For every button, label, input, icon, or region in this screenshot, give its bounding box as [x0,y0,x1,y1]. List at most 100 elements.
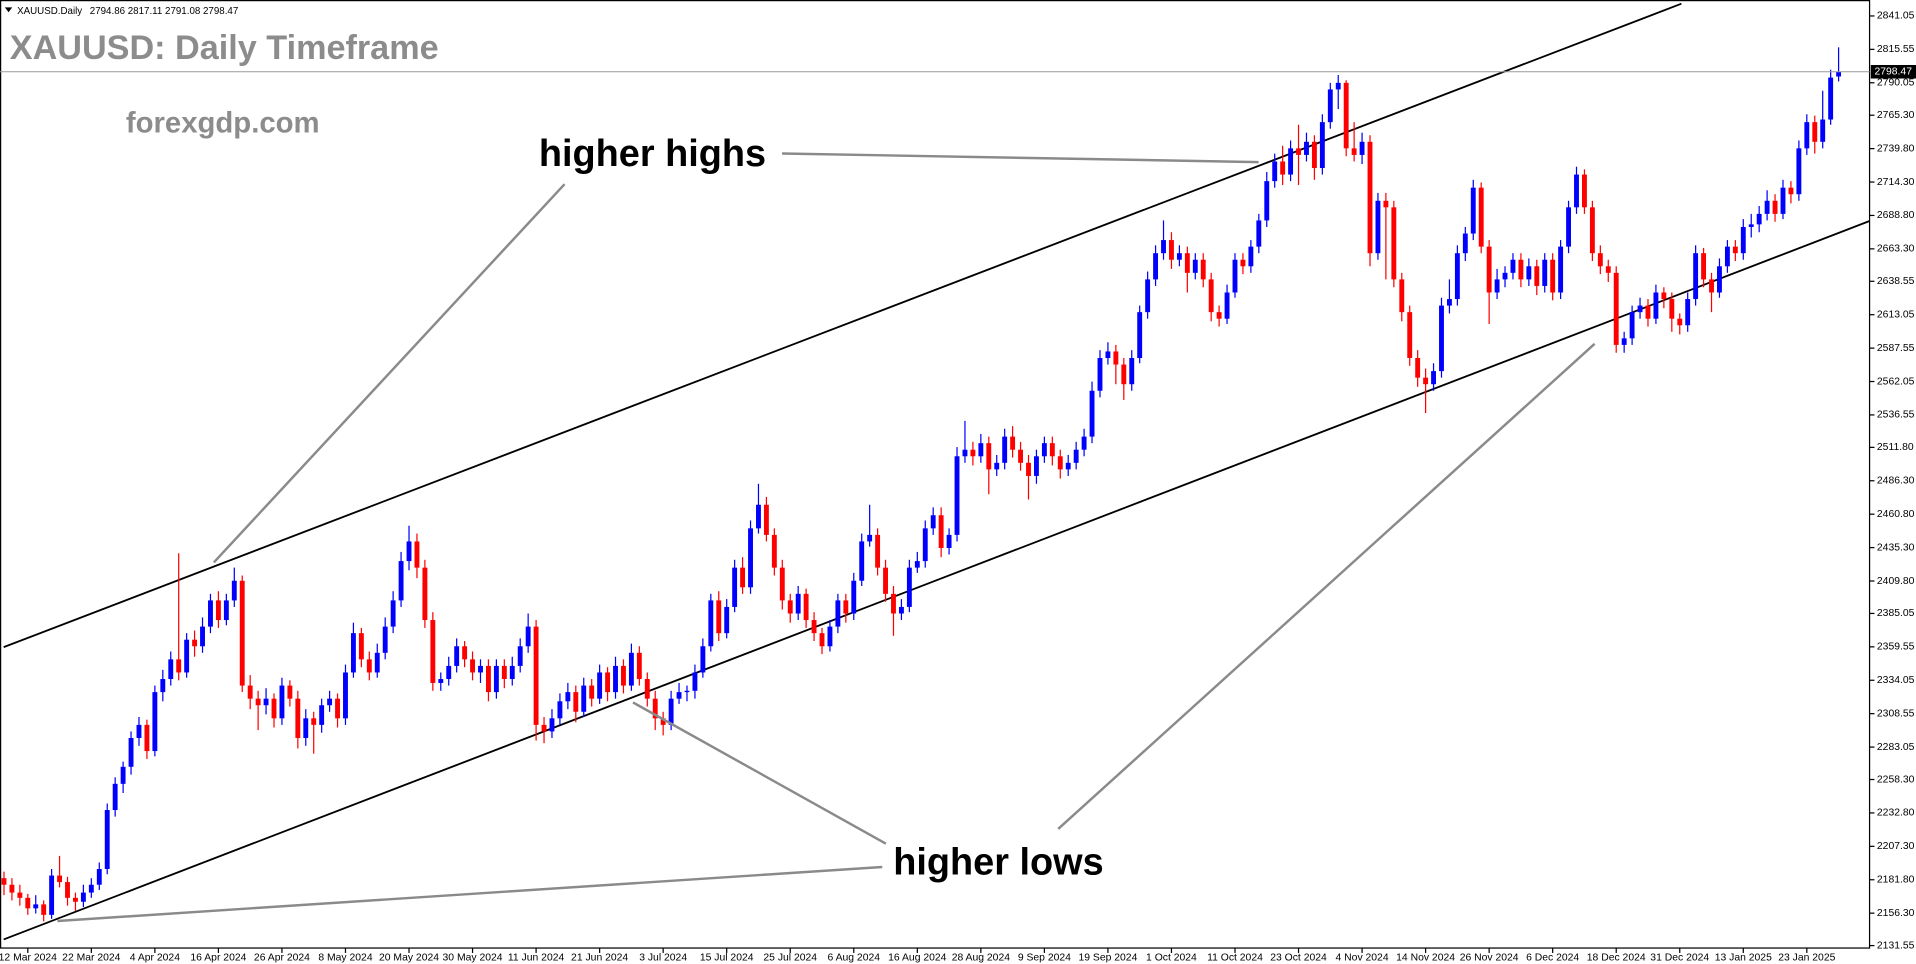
candle-body [1192,259,1198,273]
candle-body [740,567,746,588]
candle-body [787,600,793,614]
candle-body [891,593,896,614]
y-tick-label: 2815.55 [1877,44,1915,55]
annotation-text: higher highs [539,133,766,175]
candle-body [1161,240,1166,254]
candle-body [589,685,595,699]
candle-body [287,685,293,699]
y-tick-label: 2663.30 [1877,244,1915,255]
open-value: 2794.86 [90,6,126,17]
candle-body [343,672,348,719]
y-tick-label: 2688.80 [1877,210,1915,221]
candle-body [795,593,801,614]
candle-body [1605,266,1611,273]
x-tick-label: 23 Jan 2025 [1778,953,1835,964]
x-tick-label: 9 Sep 2024 [1018,953,1071,964]
candle-body [684,690,690,693]
candle-body [883,567,888,594]
candle-body [1431,371,1436,385]
candle-body [922,528,928,562]
candle-body [549,718,555,732]
header-arrow [4,7,13,13]
candle-body [914,561,920,568]
candle-body [1439,305,1444,372]
x-tick-label: 18 Dec 2024 [1587,953,1646,964]
price-tag [1870,64,1916,79]
candle-body [581,685,587,712]
candle-body [1542,259,1548,286]
candle-body [1113,351,1119,365]
y-tick-label: 2714.30 [1877,177,1915,188]
y-tick-label: 2359.55 [1877,642,1915,653]
candle-body [485,665,491,693]
candle-body [1,878,7,885]
candle-body [1582,174,1587,208]
annotation-pointer [1057,342,1596,830]
candle-body [1367,141,1373,254]
annotation-pointer [212,183,566,564]
candle-body [1383,200,1389,208]
candle-body [621,665,626,686]
candle-body [1788,187,1794,195]
candle-body [462,646,468,660]
candle-body [1121,364,1127,385]
candle-body [875,534,881,568]
x-tick-label: 13 Jan 2025 [1715,953,1772,964]
candle-body [541,724,547,732]
candle-body [470,659,475,673]
x-tick-label: 31 Dec 2024 [1650,953,1709,964]
y-tick-label: 2334.05 [1877,675,1915,686]
candle-body [430,620,436,683]
candle-body [168,659,174,680]
candle-body [1057,456,1063,470]
y-tick-label: 2587.55 [1877,343,1915,354]
candle-body [1169,240,1174,260]
candle-body [1311,141,1317,169]
candle-body [358,633,364,660]
candle-body [263,698,269,706]
candle-body [970,449,976,457]
annotation-pointer [782,152,1259,164]
price-tag-label: 2798.47 [1874,66,1912,77]
candle-body [184,639,190,673]
candle-body [1470,187,1476,234]
candle-body [390,600,396,627]
y-tick-label: 2131.55 [1877,940,1915,951]
candle-body [1097,358,1103,391]
candle-body [1772,200,1778,214]
candle-body [1137,312,1143,359]
candle-body [565,692,571,702]
x-tick-label: 28 Aug 2024 [952,953,1011,964]
candle-body [120,766,126,784]
candle-body [255,698,261,706]
y-tick-label: 2790.05 [1877,78,1915,89]
candle-body [398,561,404,601]
candle-body [1534,266,1540,286]
candle-body [1486,246,1492,293]
candle-body [1105,351,1111,359]
candle-body [1081,436,1087,450]
candle-body [557,701,563,719]
candle-body [1724,246,1730,267]
candle-body [382,626,388,653]
candle-body [1264,181,1270,221]
candle-body [200,626,205,647]
lower-channel-line [3,220,1870,941]
candles [0,47,1870,922]
candle-body [176,659,182,673]
x-tick-label: 12 Mar 2024 [0,953,57,964]
y-tick-label: 2511.80 [1877,442,1914,453]
candle-body [1002,436,1008,463]
y-tick-label: 2207.30 [1877,841,1915,852]
candle-body [1478,187,1484,247]
candle-body [1216,312,1222,319]
candle-body [994,462,1000,470]
x-tick-label: 25 Jul 2024 [763,953,817,964]
candle-body [843,600,849,614]
candle-body [9,884,15,893]
candle-body [327,698,333,706]
candle-body [1208,279,1214,313]
candle-body [946,534,952,548]
candle-body [311,718,317,725]
